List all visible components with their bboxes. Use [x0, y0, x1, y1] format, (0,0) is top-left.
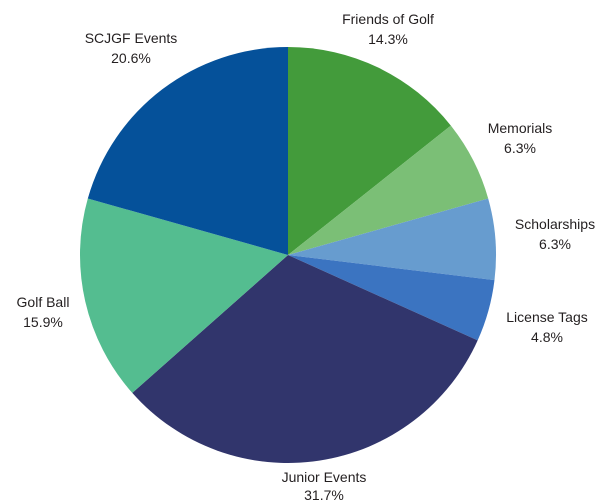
pie-slice-scjgf-events	[87, 46, 288, 256]
pie-slice-scholarships	[288, 198, 497, 281]
pie-slices	[79, 46, 497, 464]
pie-slice-memorials	[288, 125, 489, 255]
pie-labels: Friends of Golf 14.3% Memorials 6.3% Sch…	[17, 11, 596, 503]
slice-value-memorials: 6.3%	[504, 140, 536, 156]
slice-value-scholarships: 6.3%	[539, 236, 571, 252]
slice-label-junior-events: Junior Events	[282, 469, 367, 485]
slice-value-scjgf-events: 20.6%	[111, 50, 151, 66]
slice-label-license-tags: License Tags	[506, 309, 587, 325]
slice-value-friends-of-golf: 14.3%	[368, 31, 408, 47]
pie-slice-license-tags	[288, 255, 495, 341]
slice-label-memorials: Memorials	[488, 120, 553, 136]
pie-slice-friends-of-golf	[288, 47, 451, 255]
slice-label-golf-ball: Golf Ball	[17, 294, 70, 310]
slice-label-scjgf-events: SCJGF Events	[85, 30, 178, 46]
slice-label-friends-of-golf: Friends of Golf	[342, 11, 434, 27]
slice-label-scholarships: Scholarships	[515, 216, 595, 232]
slice-value-junior-events: 31.7%	[304, 487, 344, 503]
pie-slice-golf-ball	[79, 198, 289, 393]
pie-slice-junior-events	[132, 255, 478, 464]
slice-value-license-tags: 4.8%	[531, 329, 563, 345]
slice-value-golf-ball: 15.9%	[23, 314, 63, 330]
